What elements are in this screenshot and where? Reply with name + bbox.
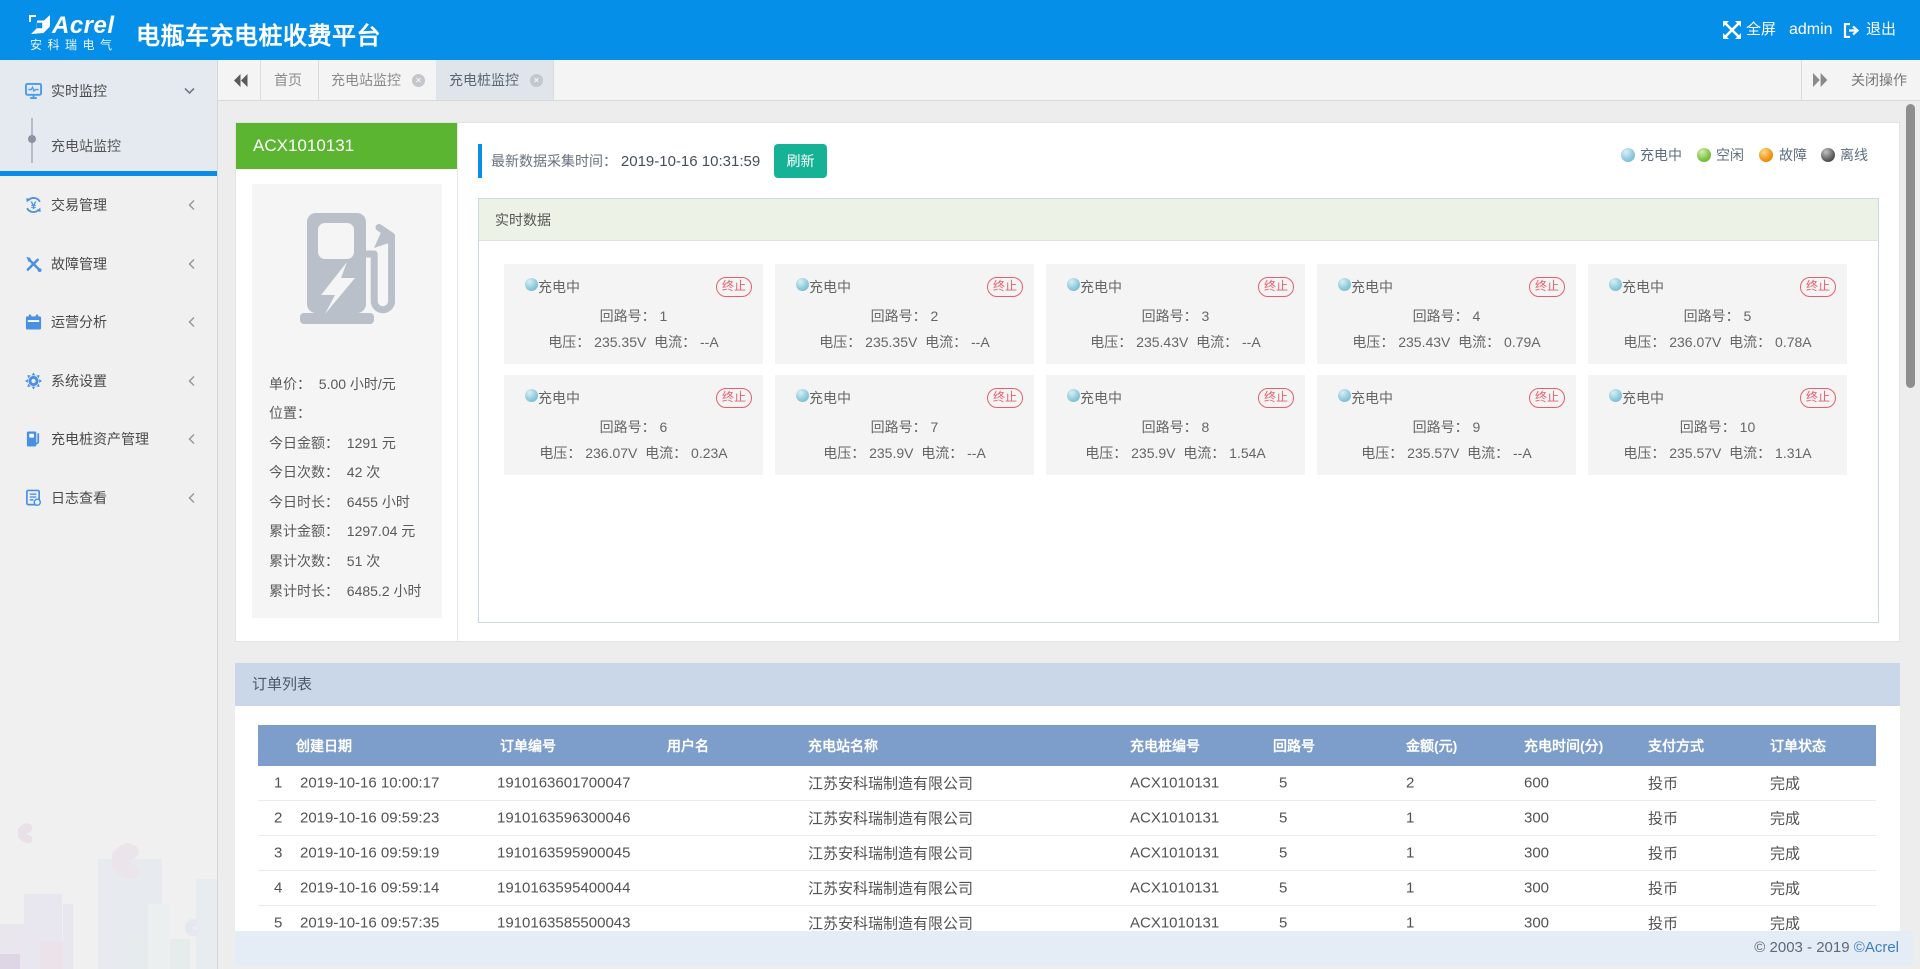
svg-text:¥: ¥ bbox=[30, 200, 36, 212]
